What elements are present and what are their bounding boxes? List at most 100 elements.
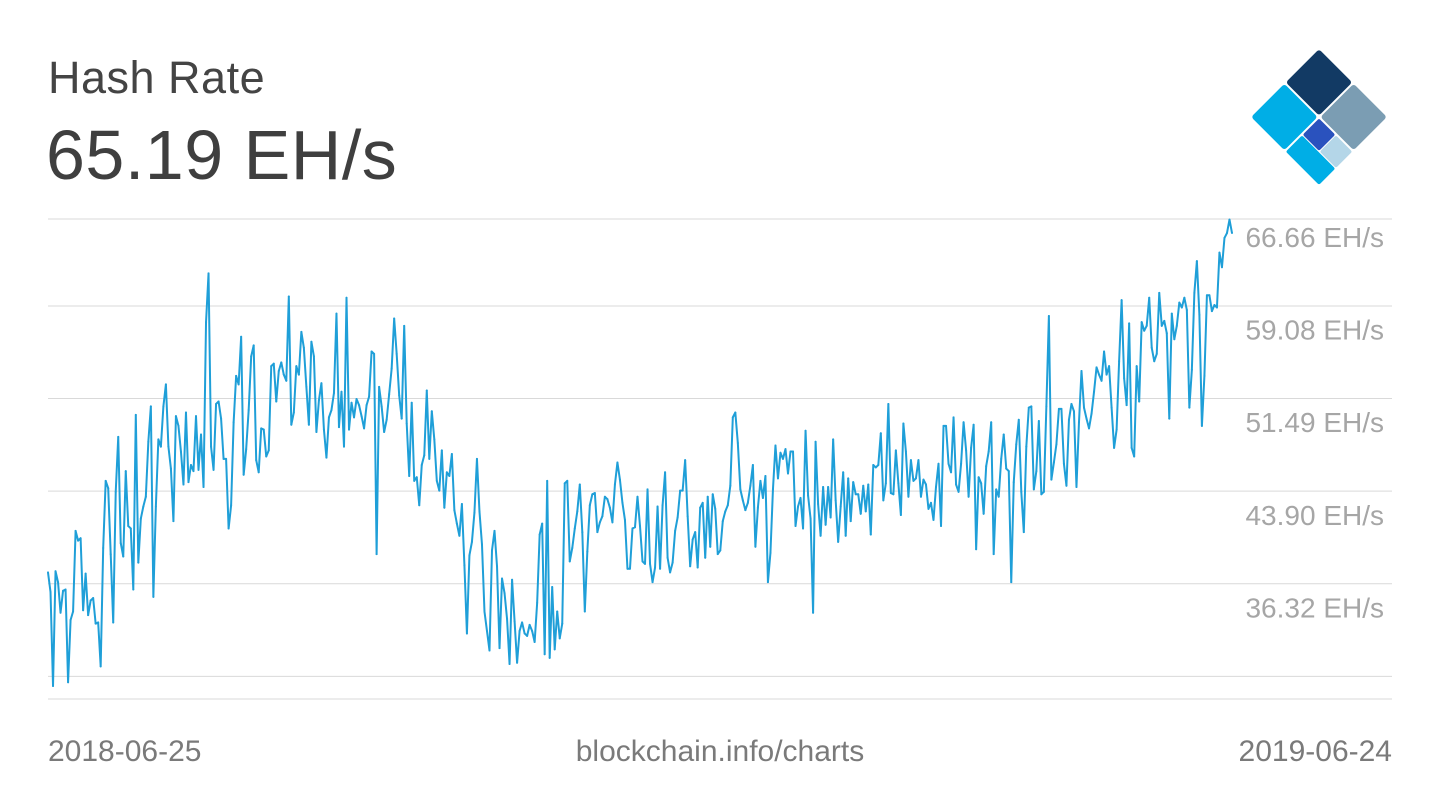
- data-point: [812, 611, 815, 614]
- data-point: [739, 488, 742, 491]
- data-point: [521, 621, 524, 624]
- data-point: [756, 506, 759, 509]
- data-point: [1085, 417, 1088, 420]
- data-point: [654, 566, 657, 569]
- data-point: [927, 507, 930, 510]
- data-point: [701, 501, 704, 504]
- data-point: [1163, 319, 1166, 322]
- data-point: [824, 523, 827, 526]
- data-point: [1118, 360, 1121, 363]
- data-point: [759, 479, 762, 482]
- data-point: [1002, 433, 1005, 436]
- data-point: [57, 581, 60, 584]
- data-point: [649, 562, 652, 565]
- data-point: [997, 495, 1000, 498]
- data-point: [1067, 418, 1070, 421]
- data-point: [1145, 324, 1148, 327]
- data-point: [1035, 470, 1038, 473]
- data-point: [448, 474, 451, 477]
- data-point: [114, 490, 117, 493]
- data-point: [664, 471, 667, 474]
- data-point: [275, 400, 278, 403]
- data-point: [829, 516, 832, 519]
- data-point: [463, 564, 466, 567]
- data-point: [393, 317, 396, 320]
- data-point: [887, 402, 890, 405]
- data-point: [817, 503, 820, 506]
- data-point: [383, 431, 386, 434]
- data-point: [807, 494, 810, 497]
- data-point: [1095, 366, 1098, 369]
- chart-source-link[interactable]: blockchain.info/charts: [575, 735, 865, 768]
- data-point: [197, 468, 200, 471]
- data-point: [744, 509, 747, 512]
- data-point: [49, 590, 52, 593]
- data-point: [280, 361, 283, 364]
- data-point: [330, 409, 333, 412]
- data-point: [1220, 266, 1223, 269]
- data-point: [942, 424, 945, 427]
- data-point: [460, 503, 463, 506]
- data-point: [252, 344, 255, 347]
- data-point: [884, 482, 887, 485]
- data-point: [52, 684, 55, 687]
- data-point: [771, 488, 774, 491]
- data-point: [553, 648, 556, 651]
- data-point: [488, 649, 491, 652]
- data-point: [1045, 405, 1048, 408]
- data-point: [1025, 445, 1028, 448]
- data-point: [139, 517, 142, 520]
- data-point: [566, 479, 569, 482]
- data-point: [623, 518, 626, 521]
- data-point: [1228, 218, 1231, 221]
- hash-rate-series-line: [47, 218, 1233, 687]
- data-point: [531, 630, 534, 632]
- data-point: [992, 553, 995, 556]
- data-point: [970, 446, 973, 449]
- data-point: [1125, 404, 1128, 407]
- data-point: [1208, 294, 1211, 297]
- data-point: [854, 493, 857, 496]
- data-point: [696, 566, 699, 569]
- data-point: [415, 476, 418, 479]
- data-point: [82, 609, 85, 612]
- data-point: [1168, 417, 1171, 420]
- data-point: [217, 400, 220, 403]
- data-point: [581, 531, 584, 534]
- data-point: [242, 473, 245, 476]
- data-point: [1057, 407, 1060, 410]
- data-point: [348, 428, 351, 431]
- data-point: [345, 296, 348, 299]
- data-point: [932, 518, 935, 521]
- data-point: [385, 418, 388, 421]
- data-point: [297, 373, 300, 376]
- data-point: [867, 483, 870, 486]
- data-point: [501, 577, 504, 580]
- data-point: [1032, 488, 1035, 491]
- data-point: [1178, 301, 1181, 304]
- data-point: [350, 401, 353, 404]
- data-point: [699, 506, 702, 509]
- data-point: [1098, 373, 1101, 376]
- data-point: [1160, 324, 1163, 327]
- data-point: [889, 492, 892, 495]
- data-point: [290, 423, 293, 426]
- data-point: [222, 457, 225, 460]
- data-point: [157, 438, 160, 441]
- data-point: [799, 496, 802, 499]
- data-point: [899, 514, 902, 517]
- data-point: [177, 424, 180, 427]
- data-point: [59, 611, 62, 614]
- data-point: [322, 428, 325, 431]
- data-point: [684, 459, 687, 462]
- data-point: [952, 416, 955, 419]
- data-point: [827, 485, 830, 488]
- data-point: [618, 478, 621, 481]
- data-point: [129, 527, 132, 530]
- data-point: [606, 498, 609, 501]
- data-point: [240, 335, 243, 338]
- data-point: [955, 483, 958, 486]
- data-point: [1040, 493, 1043, 496]
- data-point: [1153, 360, 1156, 363]
- data-point: [636, 495, 639, 498]
